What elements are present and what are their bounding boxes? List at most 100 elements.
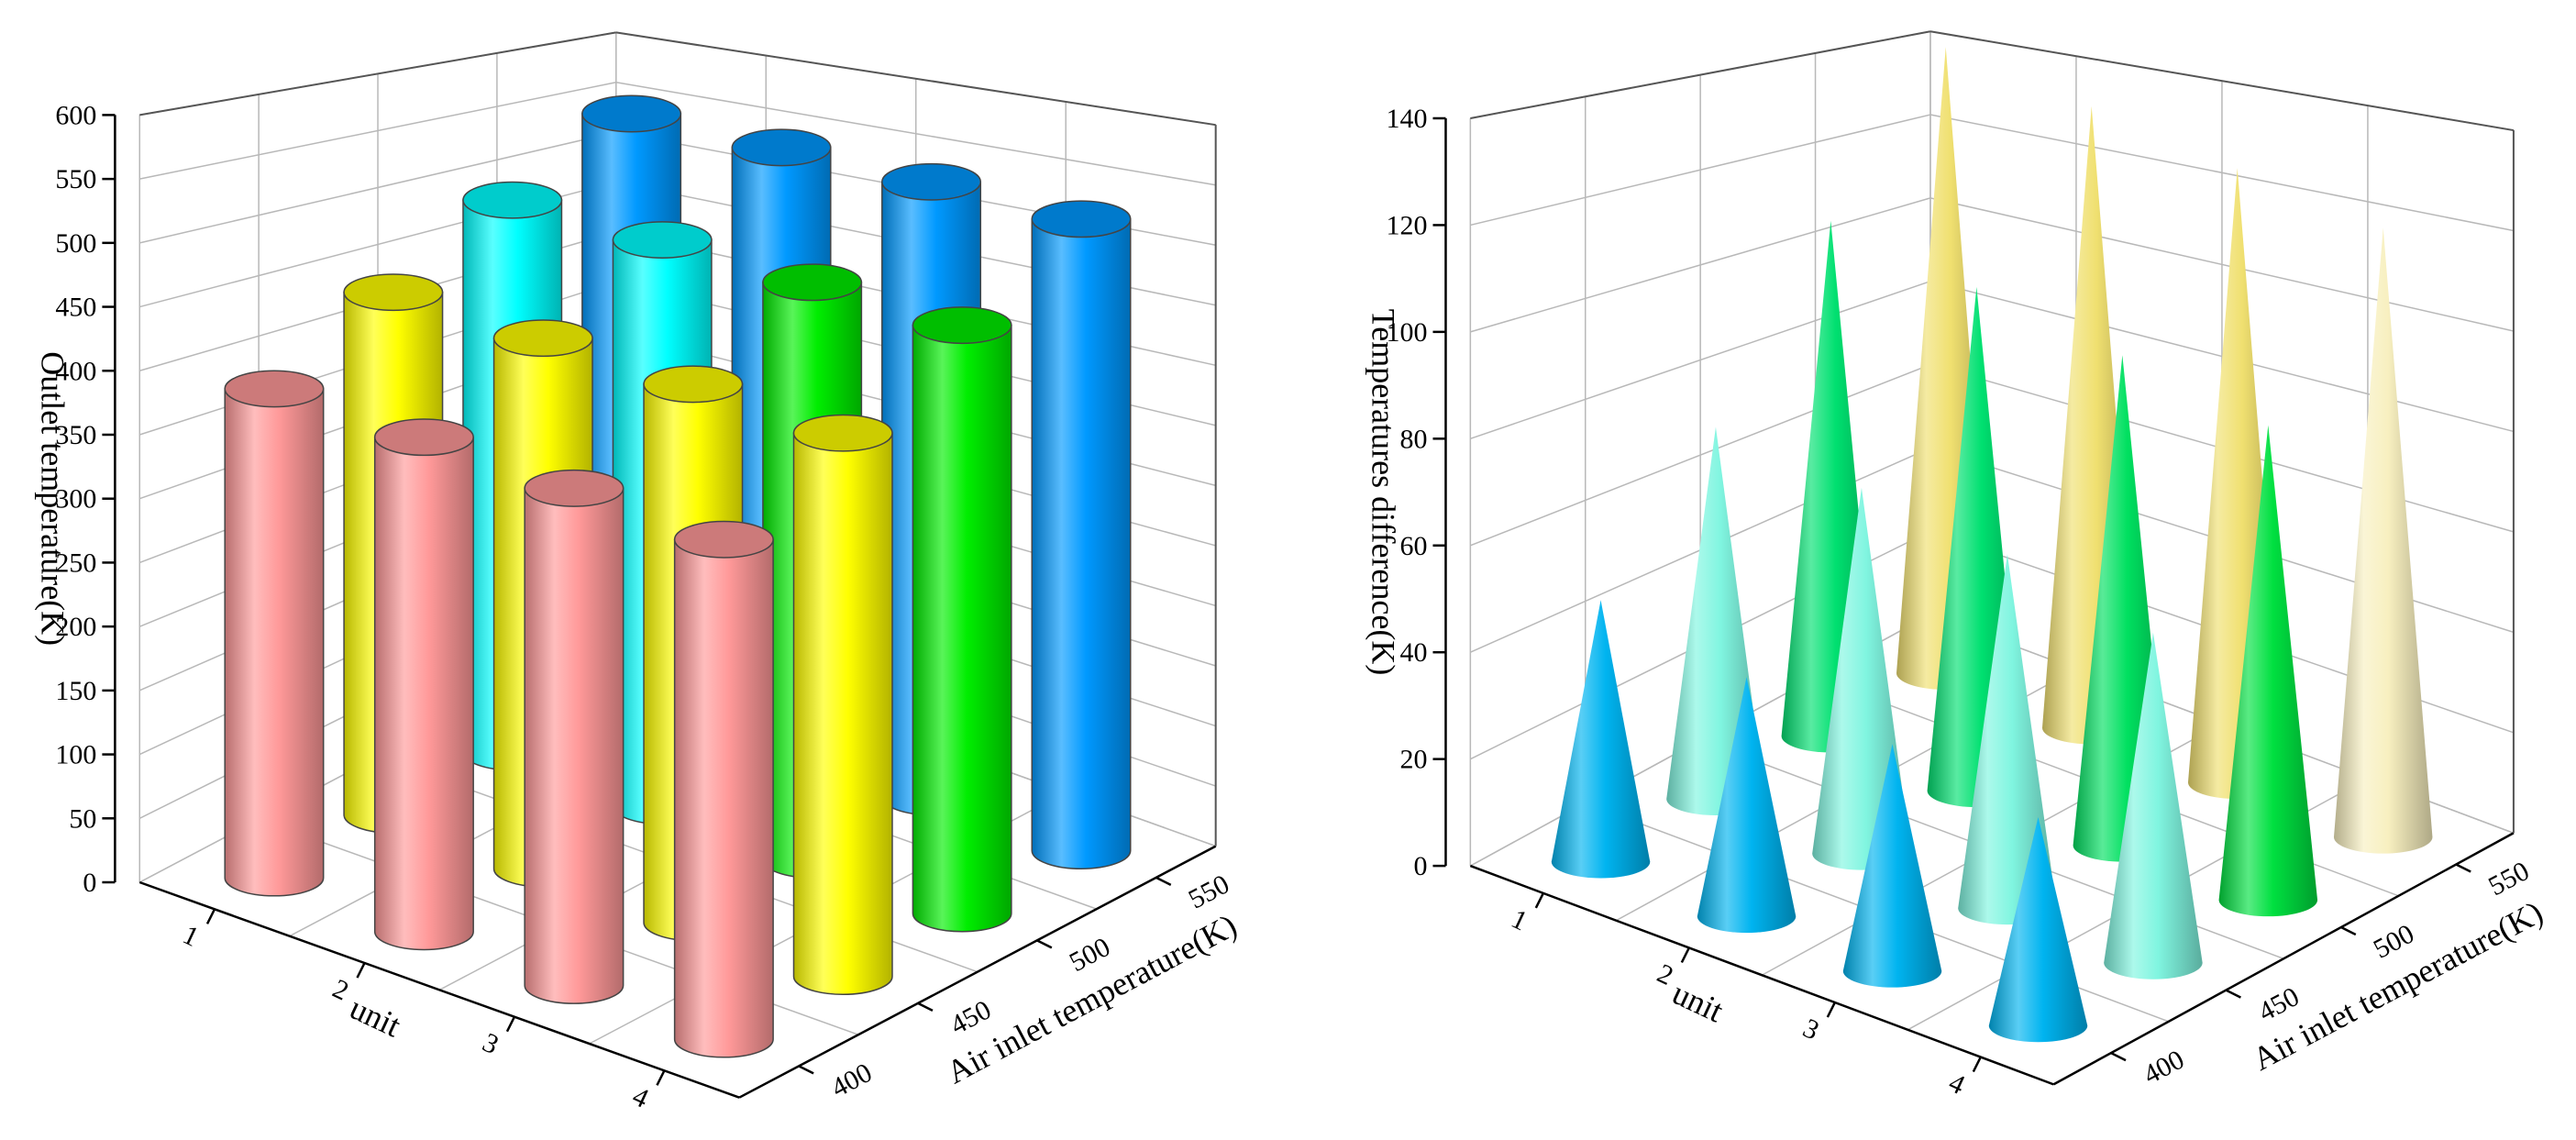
- x-axis-title: unit: [344, 990, 406, 1045]
- cylinder-bar: [373, 418, 474, 951]
- frame-edge: [139, 31, 616, 116]
- x-axis: [1469, 864, 2054, 1086]
- x-tick-label: 2: [1653, 958, 1678, 991]
- z-tick-label: 50: [69, 803, 96, 834]
- cylinder-bar: [792, 414, 893, 996]
- z-tick-label: 0: [83, 868, 96, 898]
- cylinder-top: [881, 162, 982, 201]
- cylinder-top: [343, 273, 444, 312]
- y-tick-label: 550: [2483, 856, 2534, 902]
- cylinder-top: [731, 128, 832, 167]
- cylinder-top: [762, 263, 863, 302]
- x-tick: [1680, 946, 1690, 964]
- cone: [1842, 744, 1942, 988]
- z-tick-label: 40: [1399, 637, 1427, 668]
- cylinder-bar: [524, 469, 625, 1004]
- cylinder-bar: [1031, 200, 1132, 869]
- x-tick-label: 3: [1798, 1013, 1824, 1046]
- x-tick-label: 1: [1507, 903, 1532, 936]
- x-tick: [1972, 1057, 1982, 1073]
- cone: [1988, 816, 2088, 1043]
- x-tick-label: 4: [1944, 1068, 1970, 1101]
- frame-edge: [615, 31, 1216, 127]
- cone: [2218, 425, 2318, 917]
- y-axis: [2052, 832, 2515, 1086]
- z-tick-label: 500: [55, 228, 96, 259]
- y-tick-label: 400: [826, 1057, 877, 1103]
- cylinder-top: [224, 370, 325, 408]
- cone: [1551, 600, 1651, 879]
- z-tick-label: 120: [1386, 210, 1427, 240]
- cylinder-body: [673, 538, 774, 1058]
- cone: [1697, 677, 1797, 934]
- y-tick: [2455, 863, 2471, 873]
- z-axis-title: Outlet temperature(K): [34, 351, 71, 646]
- frame-edge: [1929, 30, 2515, 132]
- x-tick: [656, 1069, 666, 1086]
- cylinder-bar: [912, 306, 1012, 933]
- frame-edge: [1470, 30, 1931, 119]
- z-tick-label: 150: [55, 676, 96, 706]
- cylinder-top: [792, 414, 893, 452]
- y-axis-title: Air inlet temperature(K): [941, 907, 1243, 1090]
- y-tick: [1036, 939, 1053, 949]
- z-tick-label: 450: [55, 293, 96, 323]
- z-tick-label: 250: [55, 548, 96, 578]
- z-tick-label: 350: [55, 420, 96, 450]
- cylinder-bar: [224, 370, 325, 897]
- y-tick: [1155, 876, 1172, 886]
- cylinder-top: [492, 319, 593, 358]
- cylinder-body: [373, 436, 474, 951]
- cone: [2104, 632, 2203, 980]
- z-axis-title: Temperatures difference(K): [1365, 309, 1401, 676]
- y-tick-label: 550: [1184, 869, 1234, 914]
- z-tick-label: 400: [55, 356, 96, 386]
- y-tick-label: 400: [2139, 1045, 2189, 1090]
- z-tick-label: 100: [55, 740, 96, 770]
- cylinder-body: [912, 324, 1012, 933]
- z-tick-label: 550: [55, 164, 96, 194]
- cylinder-top: [643, 365, 744, 404]
- cylinder-body: [792, 432, 893, 996]
- cylinder-body: [224, 388, 325, 897]
- cylinder-top: [373, 418, 474, 457]
- cylinder-body: [1031, 218, 1132, 869]
- x-tick: [205, 908, 216, 924]
- cylinder-top: [912, 306, 1012, 345]
- cylinder-top: [462, 181, 563, 219]
- cone: [1958, 554, 2057, 925]
- y-tick: [798, 1065, 814, 1075]
- cylinder-top: [1031, 200, 1132, 238]
- x-tick-label: 3: [478, 1027, 503, 1060]
- y-tick: [2110, 1051, 2127, 1062]
- y-axis: [738, 845, 1217, 1099]
- cylinder-top: [524, 469, 625, 507]
- x-tick: [1826, 1002, 1836, 1018]
- z-tick-label: 80: [1399, 424, 1427, 454]
- x-axis: [138, 880, 740, 1099]
- x-tick: [505, 1016, 516, 1033]
- x-tick: [356, 962, 366, 979]
- cylinder-bar: [673, 520, 774, 1058]
- z-tick-label: 300: [55, 484, 96, 515]
- z-tick-label: 140: [1386, 104, 1427, 134]
- x-tick: [1534, 892, 1544, 909]
- cylinder-top: [581, 94, 682, 133]
- y-tick: [2340, 925, 2357, 936]
- y-tick: [2225, 989, 2241, 999]
- cone: [2333, 227, 2433, 854]
- cylinder-body: [524, 487, 625, 1004]
- z-tick-label: 200: [55, 612, 96, 642]
- z-tick-label: 60: [1399, 531, 1427, 561]
- x-axis-title: unit: [1667, 974, 1730, 1029]
- cylinder-top: [612, 221, 713, 259]
- x-tick-label: 4: [628, 1081, 654, 1114]
- x-tick-label: 2: [328, 973, 354, 1006]
- z-tick-label: 600: [55, 100, 96, 130]
- z-tick-label: 20: [1399, 745, 1427, 775]
- cylinder-top: [673, 520, 774, 559]
- y-tick: [917, 1002, 934, 1013]
- z-tick-label: 0: [1413, 851, 1427, 881]
